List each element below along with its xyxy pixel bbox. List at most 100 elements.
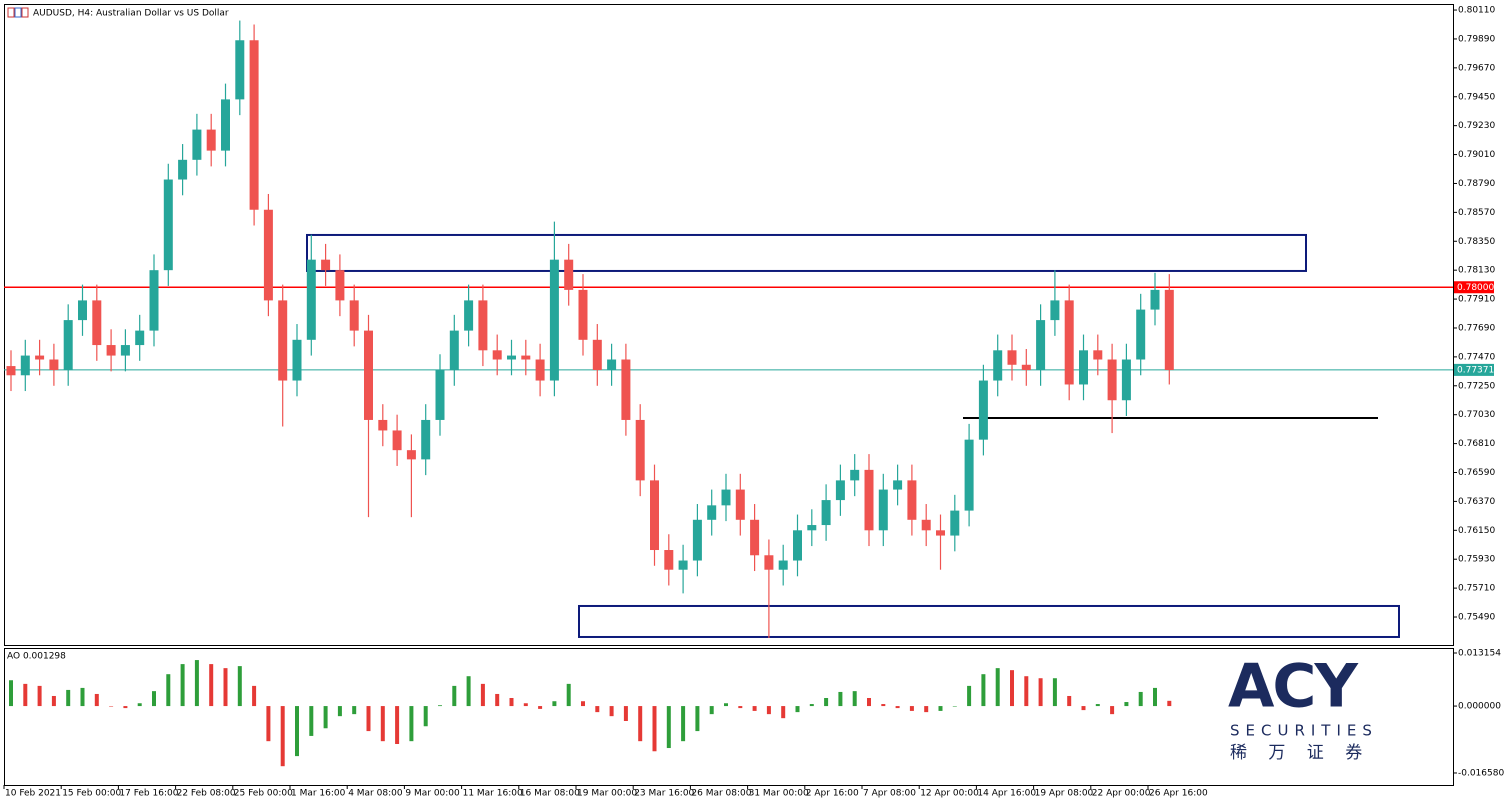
ao-bar bbox=[1038, 678, 1043, 707]
ao-bar bbox=[867, 697, 871, 707]
y-tick-label: 0.77910 bbox=[1458, 295, 1495, 305]
ao-bar bbox=[66, 689, 71, 707]
ao-bar bbox=[666, 706, 671, 749]
ao-bar bbox=[852, 691, 857, 707]
ao-bar bbox=[881, 704, 886, 707]
candle-body bbox=[864, 469, 874, 531]
x-tick-label: 31 Mar 00:00 bbox=[749, 789, 809, 799]
ao-bar bbox=[1010, 670, 1014, 707]
candle-body bbox=[521, 355, 531, 360]
candle-body bbox=[1021, 364, 1031, 371]
candle-body bbox=[378, 419, 388, 431]
x-tick-label: 22 Feb 08:00 bbox=[177, 789, 236, 799]
x-tick-label: 2 Apr 16:00 bbox=[806, 789, 859, 799]
ao-bar bbox=[1167, 700, 1172, 707]
candle-body bbox=[464, 300, 474, 331]
ao-bar bbox=[967, 685, 972, 707]
candle-body bbox=[163, 179, 173, 271]
ao-bar bbox=[909, 706, 914, 711]
ao-bar bbox=[80, 687, 85, 707]
candle-body bbox=[249, 40, 259, 210]
ao-bar bbox=[137, 703, 142, 707]
candle-body bbox=[421, 419, 431, 460]
candle-body bbox=[750, 519, 760, 556]
ao-bar bbox=[795, 706, 800, 713]
x-tick-label: 4 Mar 08:00 bbox=[348, 789, 403, 799]
candle-body bbox=[507, 355, 516, 360]
ao-bar bbox=[681, 706, 686, 742]
x-tick-label: 15 Feb 00:00 bbox=[62, 789, 121, 799]
candle-body bbox=[721, 489, 731, 506]
y-tick-label: 0.80110 bbox=[1458, 6, 1495, 16]
ao-bar bbox=[109, 706, 114, 707]
ao-bar bbox=[652, 706, 657, 752]
candle-body bbox=[1050, 300, 1060, 321]
level-label: 0.77371 bbox=[1457, 365, 1494, 375]
candle-body bbox=[20, 355, 30, 376]
ao-bar bbox=[952, 706, 957, 707]
ao-bar bbox=[37, 685, 42, 707]
candle-body bbox=[1107, 359, 1117, 401]
candle-body bbox=[878, 489, 888, 531]
ao-bar bbox=[409, 706, 414, 742]
ao-bar bbox=[295, 706, 299, 757]
candle-body bbox=[921, 519, 931, 531]
candle-body bbox=[707, 505, 717, 520]
ao-bar bbox=[194, 660, 199, 707]
y-tick-label: 0.76370 bbox=[1458, 497, 1495, 507]
y-tick-label: 0.76150 bbox=[1458, 526, 1495, 536]
candle-body bbox=[1007, 350, 1017, 365]
candle-body bbox=[221, 99, 230, 151]
x-tick-label: 1 Mar 16:00 bbox=[291, 789, 346, 799]
candle-body bbox=[206, 129, 216, 151]
ao-bar bbox=[709, 706, 714, 715]
x-tick-label: 19 Apr 08:00 bbox=[1035, 789, 1094, 799]
ao-bar bbox=[280, 706, 285, 767]
x-tick-label: 26 Apr 16:00 bbox=[1149, 789, 1208, 799]
y-tick-label: -0.016580 bbox=[1458, 768, 1504, 778]
candle-body bbox=[835, 480, 845, 501]
level-tag bbox=[1454, 281, 1494, 294]
x-tick-label: 10 Feb 2021 bbox=[5, 789, 61, 799]
ao-bar bbox=[166, 674, 171, 707]
x-tick-label: 23 Mar 16:00 bbox=[634, 789, 694, 799]
logo-sub: SECURITIES bbox=[1230, 722, 1378, 740]
ao-bar bbox=[1110, 706, 1115, 715]
candle-body bbox=[35, 355, 45, 360]
candle-body bbox=[149, 270, 159, 331]
level-label: 0.78000 bbox=[1457, 283, 1494, 293]
candle-body bbox=[6, 366, 16, 376]
ao-bar bbox=[180, 664, 185, 707]
ao-bar bbox=[981, 674, 986, 707]
y-tick-label: 0.77470 bbox=[1458, 352, 1495, 362]
ao-bar bbox=[724, 703, 728, 707]
y-tick-label: 0.77250 bbox=[1458, 381, 1495, 391]
candle-body bbox=[1079, 350, 1088, 385]
ao-bar bbox=[23, 683, 28, 707]
ao-bar bbox=[209, 664, 214, 707]
x-tick-label: 12 Apr 00:00 bbox=[920, 789, 979, 799]
candle-body bbox=[893, 480, 903, 490]
y-tick-label: 0.76810 bbox=[1458, 439, 1495, 449]
candle-body bbox=[406, 450, 416, 460]
zone bbox=[578, 604, 1400, 638]
candle-body bbox=[278, 300, 288, 381]
ao-bar bbox=[609, 706, 614, 717]
plot-layer: 0.80110 0.79890 0.79670 0.79450 0.79230 0.790… bbox=[3, 6, 1504, 799]
y-tick-label: 0.78130 bbox=[1458, 266, 1495, 276]
candle-body bbox=[692, 519, 702, 561]
y-tick-label: 0.75490 bbox=[1458, 613, 1495, 623]
logo: ACY SECURITIES 稀 万 证 券 bbox=[1228, 652, 1378, 763]
candle-body bbox=[63, 320, 73, 371]
y-tick-label: 0.78790 bbox=[1458, 179, 1495, 189]
ao-bar bbox=[480, 683, 485, 707]
candle-body bbox=[778, 560, 788, 570]
y-tick-label: 0.013154 bbox=[1458, 648, 1501, 658]
candle-body bbox=[850, 469, 860, 481]
candle-body bbox=[764, 555, 774, 570]
candle-body bbox=[135, 330, 145, 346]
x-tick-label: 17 Feb 16:00 bbox=[119, 789, 178, 799]
candle-body bbox=[1136, 309, 1146, 360]
symbol-icon bbox=[7, 7, 29, 18]
